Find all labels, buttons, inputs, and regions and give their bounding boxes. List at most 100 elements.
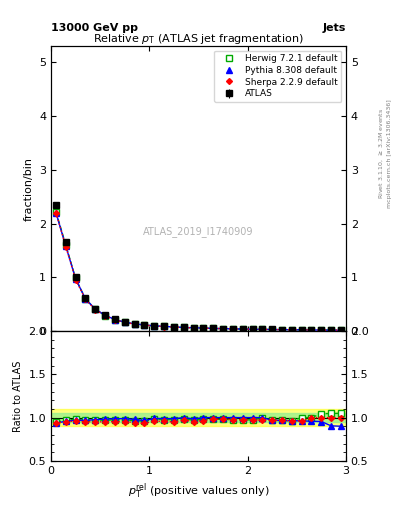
Text: 13000 GeV pp: 13000 GeV pp <box>51 23 138 33</box>
Herwig 7.2.1 default <box>299 327 304 333</box>
Pythia 8.308 default <box>93 306 98 312</box>
Pythia 8.308 default <box>132 321 137 327</box>
Text: mcplots.cern.ch [arXiv:1306.3436]: mcplots.cern.ch [arXiv:1306.3436] <box>387 99 391 208</box>
Pythia 8.308 default <box>53 210 59 216</box>
Herwig 7.2.1 default <box>329 327 333 333</box>
Pythia 8.308 default <box>64 243 68 249</box>
Herwig 7.2.1 default <box>123 319 127 326</box>
Sherpa 2.2.9 default <box>201 325 206 331</box>
Herwig 7.2.1 default <box>182 325 186 331</box>
Sherpa 2.2.9 default <box>339 327 343 333</box>
Pythia 8.308 default <box>162 324 167 330</box>
Pythia 8.308 default <box>339 327 343 333</box>
Pythia 8.308 default <box>270 327 275 333</box>
Sherpa 2.2.9 default <box>113 317 118 323</box>
Herwig 7.2.1 default <box>93 306 98 312</box>
Title: Relative $p_{\mathrm{T}}$ (ATLAS jet fragmentation): Relative $p_{\mathrm{T}}$ (ATLAS jet fra… <box>93 32 304 46</box>
Sherpa 2.2.9 default <box>172 324 176 330</box>
Sherpa 2.2.9 default <box>191 325 196 331</box>
Sherpa 2.2.9 default <box>162 324 167 330</box>
Text: ATLAS_2019_I1740909: ATLAS_2019_I1740909 <box>143 226 254 237</box>
Herwig 7.2.1 default <box>289 327 294 333</box>
Sherpa 2.2.9 default <box>123 319 127 326</box>
Sherpa 2.2.9 default <box>73 276 78 283</box>
Pythia 8.308 default <box>221 326 226 332</box>
Sherpa 2.2.9 default <box>270 327 275 333</box>
Sherpa 2.2.9 default <box>182 325 186 331</box>
Pythia 8.308 default <box>123 319 127 325</box>
Herwig 7.2.1 default <box>191 325 196 331</box>
X-axis label: $p_{\mathrm{T}}^{\mathrm{rel}}$ (positive values only): $p_{\mathrm{T}}^{\mathrm{rel}}$ (positiv… <box>128 481 269 501</box>
Herwig 7.2.1 default <box>172 324 176 330</box>
Sherpa 2.2.9 default <box>53 210 59 216</box>
Pythia 8.308 default <box>211 325 215 331</box>
Herwig 7.2.1 default <box>83 296 88 302</box>
Pythia 8.308 default <box>241 326 245 332</box>
Pythia 8.308 default <box>83 296 88 302</box>
Sherpa 2.2.9 default <box>260 326 265 332</box>
Herwig 7.2.1 default <box>250 326 255 332</box>
Herwig 7.2.1 default <box>64 242 68 248</box>
Herwig 7.2.1 default <box>339 327 343 333</box>
Herwig 7.2.1 default <box>231 326 235 332</box>
Herwig 7.2.1 default <box>201 325 206 331</box>
Sherpa 2.2.9 default <box>64 244 68 250</box>
Line: Sherpa 2.2.9 default: Sherpa 2.2.9 default <box>54 211 343 332</box>
Sherpa 2.2.9 default <box>250 326 255 332</box>
Herwig 7.2.1 default <box>162 324 167 330</box>
Herwig 7.2.1 default <box>280 327 285 333</box>
Line: Herwig 7.2.1 default: Herwig 7.2.1 default <box>53 209 344 333</box>
Bar <box>51 413 346 422</box>
Pythia 8.308 default <box>113 316 118 323</box>
Pythia 8.308 default <box>329 327 333 333</box>
Legend: Herwig 7.2.1 default, Pythia 8.308 default, Sherpa 2.2.9 default, ATLAS: Herwig 7.2.1 default, Pythia 8.308 defau… <box>214 51 342 102</box>
Y-axis label: Ratio to ATLAS: Ratio to ATLAS <box>13 360 23 432</box>
Pythia 8.308 default <box>152 323 156 329</box>
Herwig 7.2.1 default <box>221 326 226 332</box>
Sherpa 2.2.9 default <box>280 327 285 333</box>
Sherpa 2.2.9 default <box>221 326 226 332</box>
Sherpa 2.2.9 default <box>93 307 98 313</box>
Pythia 8.308 default <box>201 325 206 331</box>
Pythia 8.308 default <box>191 325 196 331</box>
Pythia 8.308 default <box>260 326 265 332</box>
Pythia 8.308 default <box>103 312 108 318</box>
Sherpa 2.2.9 default <box>152 323 156 329</box>
Herwig 7.2.1 default <box>270 327 275 333</box>
Pythia 8.308 default <box>280 327 285 333</box>
Text: Rivet 3.1.10, $\geq$ 3.2M events: Rivet 3.1.10, $\geq$ 3.2M events <box>377 108 385 199</box>
Sherpa 2.2.9 default <box>289 327 294 333</box>
Herwig 7.2.1 default <box>319 327 324 333</box>
Herwig 7.2.1 default <box>73 275 78 282</box>
Sherpa 2.2.9 default <box>329 327 333 333</box>
Pythia 8.308 default <box>319 327 324 333</box>
Sherpa 2.2.9 default <box>241 326 245 332</box>
Herwig 7.2.1 default <box>152 323 156 329</box>
Herwig 7.2.1 default <box>241 326 245 332</box>
Sherpa 2.2.9 default <box>83 296 88 303</box>
Sherpa 2.2.9 default <box>309 327 314 333</box>
Sherpa 2.2.9 default <box>103 313 108 319</box>
Line: Pythia 8.308 default: Pythia 8.308 default <box>53 210 344 333</box>
Sherpa 2.2.9 default <box>211 326 215 332</box>
Herwig 7.2.1 default <box>103 312 108 318</box>
Sherpa 2.2.9 default <box>299 327 304 333</box>
Herwig 7.2.1 default <box>260 326 265 332</box>
Herwig 7.2.1 default <box>53 209 59 215</box>
Herwig 7.2.1 default <box>211 326 215 332</box>
Sherpa 2.2.9 default <box>132 321 137 327</box>
Pythia 8.308 default <box>250 326 255 332</box>
Sherpa 2.2.9 default <box>142 322 147 328</box>
Y-axis label: fraction/bin: fraction/bin <box>24 157 33 221</box>
Sherpa 2.2.9 default <box>231 326 235 332</box>
Pythia 8.308 default <box>231 326 235 332</box>
Pythia 8.308 default <box>73 276 78 282</box>
Pythia 8.308 default <box>309 327 314 333</box>
Text: Jets: Jets <box>323 23 346 33</box>
Pythia 8.308 default <box>172 324 176 330</box>
Pythia 8.308 default <box>142 322 147 328</box>
Bar <box>51 409 346 426</box>
Herwig 7.2.1 default <box>113 316 118 323</box>
Pythia 8.308 default <box>289 327 294 333</box>
Herwig 7.2.1 default <box>309 327 314 333</box>
